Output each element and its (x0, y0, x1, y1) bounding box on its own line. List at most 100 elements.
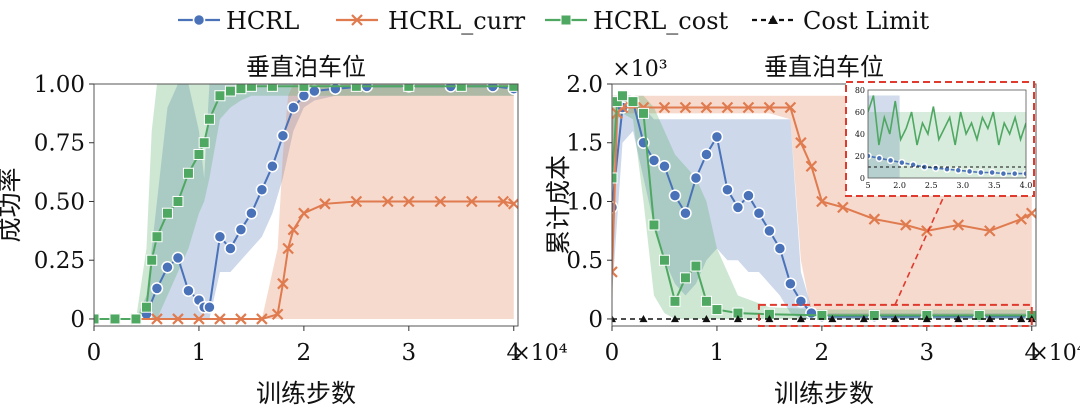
inset-point (965, 167, 974, 176)
chart-title: 垂直泊车位 (246, 53, 366, 81)
data-point (203, 113, 215, 125)
y-axis-label: 成功率 (0, 167, 24, 242)
inset-chart: 0 20 40 60 80 5 2.0 2.5 3.0 3.5 4.0 (855, 86, 1033, 190)
legend: HCRL HCRL_curr HCRL_cost Cost Limit (178, 7, 929, 35)
y-multiplier-label: ×10³ (612, 57, 667, 82)
inset-y-tick-label: 20 (855, 152, 865, 161)
y-tick-label: 1.5 (566, 131, 603, 157)
data-point (710, 130, 724, 144)
series-band (94, 84, 514, 319)
data-point (150, 282, 164, 295)
data-point (669, 295, 681, 307)
data-point (784, 101, 797, 114)
cumulative-cost-chart: 0123400.51.01.52.0垂直泊车位训练步数累计成本×10⁴×10³0… (544, 53, 1080, 408)
data-point (203, 300, 216, 314)
data-point (497, 195, 510, 208)
data-point (679, 206, 692, 220)
y-tick-label: 0 (70, 307, 85, 333)
data-point (382, 195, 394, 208)
inset-frame (867, 89, 1027, 179)
data-point (689, 171, 703, 185)
x-tick-label: 4 (506, 340, 521, 366)
data-point (731, 201, 745, 214)
data-point (658, 254, 670, 266)
data-point (350, 84, 362, 92)
inset-point (898, 158, 906, 167)
inset-y-tick-label: 60 (855, 108, 865, 117)
y-tick-label: 1.0 (566, 189, 603, 215)
data-point (434, 195, 447, 208)
data-point (276, 129, 290, 142)
legend-item: Cost Limit (752, 7, 929, 35)
data-point (721, 101, 734, 114)
data-point (466, 195, 478, 208)
data-point (702, 314, 711, 323)
data-point (1025, 207, 1036, 220)
data-point (612, 266, 618, 278)
inset-line (868, 95, 1026, 146)
data-point (130, 313, 142, 325)
data-point (140, 301, 152, 313)
data-point (172, 195, 184, 207)
data-point (161, 207, 173, 219)
data-point (828, 314, 837, 323)
data-point (266, 84, 278, 92)
legend-marker (560, 14, 572, 26)
x-tick-label: 3 (919, 340, 934, 366)
data-point (1015, 213, 1028, 225)
data-point (742, 189, 755, 202)
data-point (763, 101, 776, 114)
data-point (256, 313, 268, 325)
inset-point (1022, 169, 1026, 178)
data-point (171, 251, 185, 265)
data-point (733, 314, 742, 323)
data-point (235, 313, 247, 325)
series-line (94, 200, 515, 320)
inset-y-tick-label: 40 (855, 130, 865, 139)
data-point (627, 96, 639, 108)
inset-x-tick-label: 3.5 (988, 181, 1001, 190)
data-point (700, 295, 712, 307)
data-point (329, 84, 342, 95)
data-point (658, 159, 671, 173)
x-tick-label: 4 (1024, 340, 1039, 366)
x-tick-label: 1 (192, 340, 207, 366)
data-point (952, 219, 965, 231)
data-point (224, 242, 237, 255)
inset-point (988, 168, 996, 177)
x-tick-label: 2 (297, 340, 312, 366)
data-point (146, 254, 158, 266)
y-tick-label: 0 (588, 307, 603, 333)
y-tick-label: 2.0 (566, 72, 603, 98)
data-point (679, 272, 691, 284)
x-axis-label: 训练步数 (774, 379, 874, 408)
inset-x-tick-label: 2.5 (925, 181, 938, 190)
series-band (612, 95, 1032, 319)
data-point (224, 85, 236, 97)
y-tick-label: 0.5 (566, 248, 603, 274)
legend-marker (768, 15, 778, 24)
data-point (711, 304, 723, 316)
series-line (612, 106, 1033, 273)
data-point (508, 84, 518, 92)
legend-item: HCRL_curr (336, 7, 526, 35)
data-point (700, 148, 713, 161)
inset-x-tick-label: 2.0 (893, 181, 906, 190)
data-point (816, 309, 828, 321)
inset-point (1010, 169, 1019, 178)
data-point (245, 206, 258, 220)
data-point (837, 201, 849, 214)
data-point (773, 242, 787, 255)
data-point (161, 261, 174, 274)
data-point (172, 313, 184, 325)
inset-point (943, 165, 951, 173)
data-point (668, 189, 682, 202)
data-point (403, 195, 415, 208)
data-point (612, 172, 618, 184)
inset-point (954, 166, 963, 175)
y-tick-label: 0.75 (34, 131, 85, 157)
data-point (271, 308, 284, 321)
legend-marker (192, 13, 206, 27)
data-point (182, 284, 195, 298)
